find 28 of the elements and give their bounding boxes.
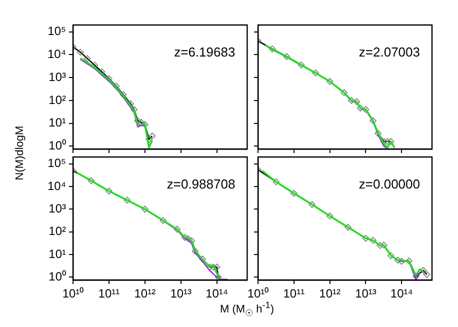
y-tick-label: 10⁵ bbox=[48, 156, 66, 170]
y-tick-label: 10⁴ bbox=[47, 178, 66, 193]
y-tick-label: 10² bbox=[48, 224, 66, 238]
y-tick-label: 10⁵ bbox=[48, 24, 66, 38]
x-tick-label: 10¹⁰ bbox=[62, 286, 84, 301]
y-tick-label: 10³ bbox=[48, 201, 66, 216]
y-axis-title: N(M)dlogM bbox=[14, 126, 26, 180]
x-tick-label: 10¹³ bbox=[170, 286, 192, 301]
x-tick-label: 10¹¹ bbox=[283, 286, 305, 301]
x-axis-title: M (M$_{☉}$ h$^{-1}$) bbox=[220, 300, 274, 318]
x-tick-label: 10¹¹ bbox=[98, 286, 120, 301]
annotation: z=0.988708 bbox=[166, 176, 236, 192]
y-tick-label: 10³ bbox=[48, 70, 66, 84]
x-tick-label: 10¹⁴ bbox=[390, 286, 413, 301]
y-tick-label: 10¹ bbox=[48, 246, 66, 261]
x-tick-label: 10¹² bbox=[319, 286, 340, 301]
x-tick-label: 10¹² bbox=[134, 286, 156, 301]
y-tick-label: 10² bbox=[48, 92, 66, 107]
annotation: z=2.07003 bbox=[358, 44, 420, 60]
annotation: z=0.00000 bbox=[358, 176, 420, 192]
y-tick-label: 10⁴ bbox=[47, 47, 66, 62]
x-tick-label: 10¹³ bbox=[355, 286, 376, 301]
x-tick-label: 10¹⁰ bbox=[247, 286, 269, 301]
y-tick-label: 10⁰ bbox=[48, 269, 66, 284]
y-tick-label: 10¹ bbox=[48, 116, 66, 130]
annotation: z=6.19683 bbox=[174, 44, 236, 60]
y-tick-label: 10⁰ bbox=[48, 138, 66, 152]
x-tick-label: 10¹⁴ bbox=[206, 286, 228, 301]
